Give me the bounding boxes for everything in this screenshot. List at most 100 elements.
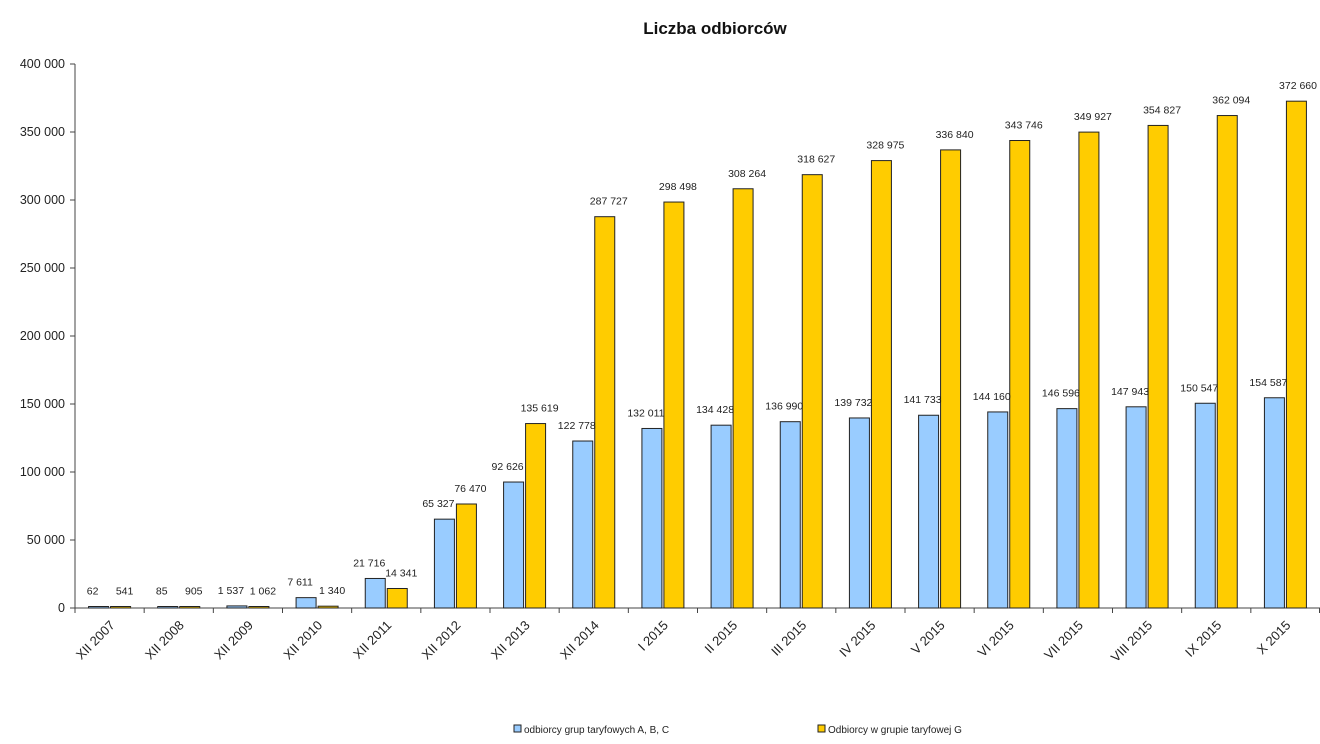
data-label-series-1: 7 611 — [287, 577, 313, 589]
data-label-series-2: 372 660 — [1279, 80, 1317, 92]
y-tick-label: 350 000 — [20, 125, 65, 139]
y-tick-label: 400 000 — [20, 57, 65, 71]
data-label-series-2: 349 927 — [1074, 111, 1112, 123]
data-label-series-2: 354 827 — [1143, 104, 1181, 116]
bar-series-2 — [1147, 124, 1169, 609]
bar-series-2 — [455, 503, 477, 609]
data-label-series-2: 328 975 — [866, 140, 904, 152]
bar-series-2 — [940, 149, 962, 609]
legend-swatch-2 — [817, 724, 826, 733]
x-tick-label: VI 2015 — [975, 618, 1017, 660]
bar-series-2 — [1216, 115, 1238, 609]
data-label-series-1: 21 716 — [353, 557, 385, 569]
data-label-series-2: 343 746 — [1005, 120, 1043, 132]
bar-series-2 — [248, 606, 270, 609]
data-label-series-2: 905 — [185, 586, 203, 598]
y-tick-label: 0 — [58, 601, 65, 615]
data-label-series-2: 362 094 — [1212, 95, 1250, 107]
bar-series-1 — [987, 411, 1009, 609]
bar-series-2 — [870, 160, 892, 609]
x-tick-label: VII 2015 — [1041, 618, 1086, 663]
data-label-series-1: 1 537 — [218, 585, 244, 597]
legend-label-1: odbiorcy grup taryfowych A, B, C — [524, 725, 669, 736]
data-label-series-1: 122 778 — [558, 420, 596, 432]
bar-series-1 — [1194, 402, 1216, 609]
bar-series-2 — [110, 606, 132, 609]
data-label-series-2: 287 727 — [590, 196, 628, 208]
legend-swatch-1 — [513, 724, 522, 733]
data-label-series-1: 134 428 — [696, 404, 734, 416]
bar-series-1 — [1056, 408, 1078, 609]
x-tick-label: XII 2013 — [488, 618, 533, 663]
x-tick-label: VIII 2015 — [1108, 618, 1155, 665]
x-tick-label: XII 2008 — [142, 618, 187, 663]
data-label-series-1: 141 733 — [904, 394, 942, 406]
bar-series-1 — [295, 597, 317, 609]
x-tick-label: XII 2009 — [211, 618, 256, 663]
bar-series-1 — [1263, 397, 1285, 609]
y-tick-label: 300 000 — [20, 193, 65, 207]
x-tick-label: II 2015 — [701, 618, 740, 657]
bar-series-1 — [710, 424, 732, 609]
y-tick-label: 100 000 — [20, 465, 65, 479]
bar-series-2 — [317, 605, 339, 609]
x-tick-label: V 2015 — [908, 618, 948, 658]
bar-series-1 — [364, 577, 386, 609]
x-tick-label: IV 2015 — [836, 618, 878, 660]
data-label-series-1: 92 626 — [492, 461, 524, 473]
bar-series-1 — [157, 606, 179, 609]
data-label-series-1: 139 732 — [834, 397, 872, 409]
bar-series-2 — [1078, 131, 1100, 609]
data-label-series-2: 76 470 — [454, 483, 486, 495]
x-tick-label: XII 2014 — [557, 618, 602, 663]
x-tick-label: III 2015 — [768, 618, 809, 659]
bar-series-1 — [641, 427, 663, 609]
x-tick-label: X 2015 — [1254, 618, 1294, 658]
bar-series-2 — [386, 587, 408, 609]
data-label-series-1: 154 587 — [1249, 377, 1287, 389]
bar-series-2 — [732, 188, 754, 609]
chart-title: Liczba odbiorców — [643, 19, 787, 38]
data-label-series-2: 14 341 — [385, 567, 417, 579]
data-label-series-2: 1 062 — [250, 586, 276, 598]
plot-area: 0 50 000 100 000 150 000 200 000 250 000 300 0… — [20, 57, 1320, 665]
bar-series-1 — [1125, 406, 1147, 609]
x-tick-label: IX 2015 — [1182, 618, 1224, 660]
bar-series-1 — [88, 606, 110, 609]
x-tick-label: XII 2012 — [419, 618, 464, 663]
data-label-series-2: 1 340 — [319, 585, 345, 597]
bar-series-1 — [433, 518, 455, 609]
bar-series-2 — [663, 201, 685, 609]
y-tick-label: 200 000 — [20, 329, 65, 343]
x-tick-label: XII 2011 — [350, 618, 394, 662]
bar-series-2 — [525, 423, 547, 609]
data-label-series-1: 132 011 — [627, 407, 664, 419]
y-tick-label: 50 000 — [27, 533, 65, 547]
bar-series-2 — [1009, 140, 1031, 609]
data-label-series-1: 62 — [87, 586, 99, 598]
bar-series-2 — [179, 606, 201, 609]
bar-series-1 — [503, 481, 525, 609]
data-label-series-1: 150 547 — [1180, 382, 1218, 394]
bar-series-1 — [848, 417, 870, 609]
data-label-series-1: 85 — [156, 586, 168, 598]
data-label-series-2: 135 619 — [521, 403, 559, 415]
data-label-series-2: 308 264 — [728, 168, 766, 180]
data-label-series-1: 147 943 — [1111, 386, 1149, 398]
bar-series-1 — [572, 440, 594, 609]
x-tick-label: I 2015 — [635, 618, 671, 654]
bar-series-1 — [918, 414, 940, 609]
legend: odbiorcy grup taryfowych A, B, C Odbiorcy… — [513, 724, 962, 736]
bar-series-1 — [779, 421, 801, 609]
data-label-series-2: 541 — [116, 586, 134, 598]
bar-series-2 — [1285, 100, 1307, 609]
legend-label-2: Odbiorcy w grupie taryfowej G — [828, 725, 962, 736]
y-tick-label: 150 000 — [20, 397, 65, 411]
data-label-series-1: 144 160 — [973, 391, 1011, 403]
data-label-series-1: 136 990 — [765, 401, 803, 413]
bar-series-1 — [226, 605, 248, 609]
data-label-series-1: 65 327 — [422, 498, 454, 510]
x-tick-label: XII 2010 — [280, 618, 325, 663]
y-tick-label: 250 000 — [20, 261, 65, 275]
